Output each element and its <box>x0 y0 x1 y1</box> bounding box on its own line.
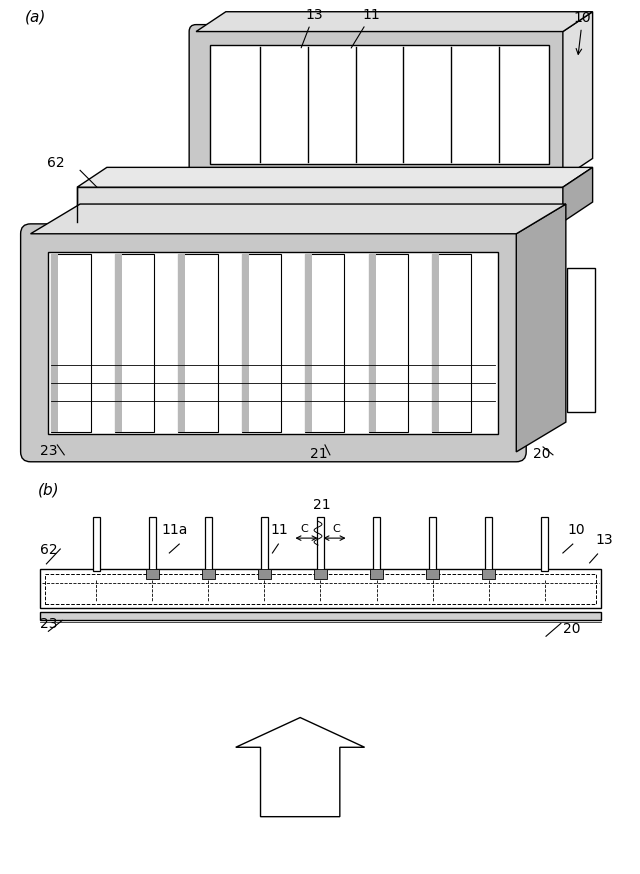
Text: C: C <box>301 524 308 534</box>
Bar <box>567 268 595 413</box>
Bar <box>253 253 266 427</box>
Text: 13: 13 <box>596 533 613 547</box>
Text: 23: 23 <box>40 444 58 458</box>
Polygon shape <box>196 11 593 31</box>
Bar <box>485 517 492 571</box>
Bar <box>444 253 456 427</box>
Bar <box>432 253 439 432</box>
Bar <box>481 569 495 579</box>
Bar <box>210 45 549 164</box>
Bar <box>261 517 268 571</box>
FancyBboxPatch shape <box>189 24 570 185</box>
Bar <box>541 517 548 571</box>
Bar <box>305 253 312 432</box>
Bar <box>317 253 329 427</box>
Bar <box>179 253 186 432</box>
Text: 13: 13 <box>301 8 323 48</box>
Bar <box>51 253 58 432</box>
Bar <box>317 517 324 571</box>
Bar <box>369 253 408 432</box>
Polygon shape <box>563 11 593 178</box>
Bar <box>145 569 159 579</box>
Text: 20: 20 <box>533 447 550 461</box>
Text: 11a: 11a <box>161 524 188 538</box>
Text: 20: 20 <box>563 622 580 636</box>
Text: 10: 10 <box>568 524 586 538</box>
Bar <box>45 574 596 604</box>
Text: 11: 11 <box>271 524 288 538</box>
Bar <box>179 253 218 432</box>
Polygon shape <box>77 167 593 187</box>
FancyBboxPatch shape <box>20 224 526 461</box>
Polygon shape <box>77 187 563 222</box>
Text: 21: 21 <box>313 498 331 512</box>
Bar <box>426 569 440 579</box>
Bar <box>380 253 392 427</box>
Polygon shape <box>563 167 593 222</box>
Bar <box>242 253 249 432</box>
Polygon shape <box>31 204 566 233</box>
Text: 23: 23 <box>40 617 58 631</box>
Bar <box>127 253 138 427</box>
Text: 10: 10 <box>574 10 591 54</box>
Bar <box>40 613 600 621</box>
Polygon shape <box>516 204 566 452</box>
Bar <box>115 253 154 432</box>
Bar <box>305 253 344 432</box>
Bar <box>429 517 436 571</box>
Text: C: C <box>333 524 340 534</box>
Bar <box>242 253 281 432</box>
Text: (a): (a) <box>24 10 46 24</box>
Bar <box>190 253 202 427</box>
Bar <box>40 569 600 608</box>
Bar <box>432 253 471 432</box>
Bar <box>369 253 376 432</box>
Bar <box>49 252 499 434</box>
Text: 21: 21 <box>310 447 328 461</box>
Bar <box>373 517 380 571</box>
Text: (b): (b) <box>38 482 59 497</box>
Text: 62: 62 <box>47 156 65 170</box>
Bar <box>314 569 328 579</box>
Bar <box>51 253 91 432</box>
Bar <box>205 517 212 571</box>
Bar <box>93 517 100 571</box>
Polygon shape <box>236 718 365 816</box>
Bar <box>369 569 383 579</box>
Bar <box>202 569 216 579</box>
Bar <box>149 517 156 571</box>
Bar <box>257 569 271 579</box>
Text: 62: 62 <box>40 543 58 557</box>
Text: 11: 11 <box>351 8 380 48</box>
Bar <box>115 253 122 432</box>
